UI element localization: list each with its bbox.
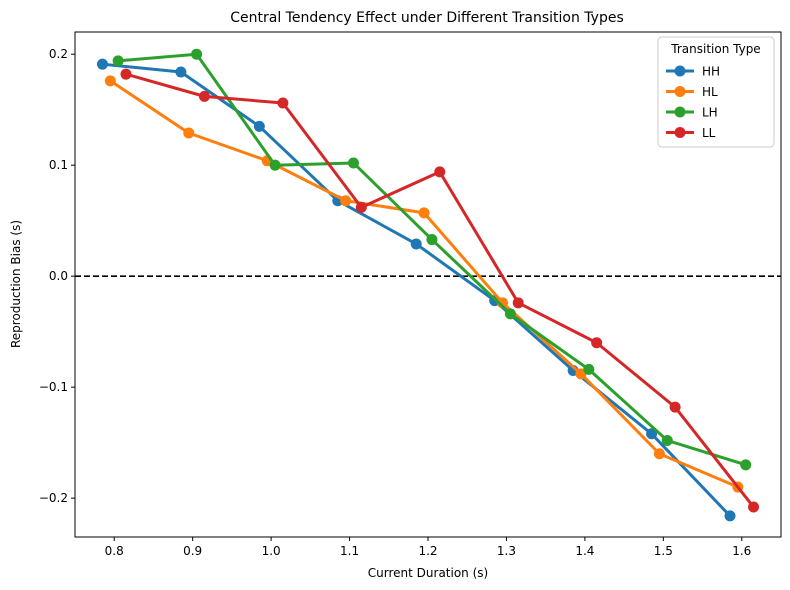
data-point-lh xyxy=(426,234,438,246)
x-tick-label: 0.8 xyxy=(105,544,124,558)
legend-item-lh: LH xyxy=(666,106,718,120)
legend-box xyxy=(657,36,775,148)
data-point-ll xyxy=(355,201,367,213)
legend-label-hh: HH xyxy=(702,65,720,79)
data-point-lh xyxy=(504,308,516,320)
chart-title: Central Tendency Effect under Different … xyxy=(230,10,624,26)
y-axis-label: Reproduction Bias (s) xyxy=(9,220,23,348)
data-point-ll xyxy=(277,97,289,109)
data-point-ll xyxy=(748,501,760,513)
data-point-ll xyxy=(512,297,524,309)
data-point-hh xyxy=(253,120,265,132)
data-point-hl xyxy=(340,195,352,207)
data-point-ll xyxy=(591,337,603,349)
data-point-lh xyxy=(112,55,124,67)
x-tick-label: 1.5 xyxy=(654,544,673,558)
series-lh xyxy=(112,48,752,471)
x-tick-label: 1.2 xyxy=(418,544,437,558)
data-point-ll xyxy=(669,401,681,413)
legend-marker-hh xyxy=(674,65,686,77)
data-point-hl xyxy=(653,448,665,460)
legend-label-hl: HL xyxy=(702,85,718,99)
y-tick-label: 0.1 xyxy=(49,158,68,172)
y-tick-label: 0.2 xyxy=(49,47,68,61)
data-point-hh xyxy=(410,238,422,250)
data-point-lh xyxy=(347,157,359,169)
data-point-lh xyxy=(269,159,281,171)
x-tick-label: 1.6 xyxy=(732,544,751,558)
y-axis-ticks: −0.2 −0.1 0.0 0.1 0.2 xyxy=(39,47,75,505)
y-tick-label: −0.1 xyxy=(39,380,68,394)
legend-item-ll: LL xyxy=(666,126,716,140)
x-tick-label: 0.9 xyxy=(183,544,202,558)
x-tick-label: 1.4 xyxy=(575,544,594,558)
data-point-lh xyxy=(661,434,673,446)
legend-item-hh: HH xyxy=(666,65,720,79)
x-axis-ticks: 0.8 0.9 1.0 1.1 1.2 1.3 1.4 1.5 1.6 xyxy=(105,537,751,558)
data-point-hh xyxy=(646,428,658,440)
data-point-ll xyxy=(434,166,446,178)
data-point-lh xyxy=(583,363,595,375)
data-point-lh xyxy=(740,459,752,471)
legend-title: Transition Type xyxy=(670,42,760,56)
data-point-ll xyxy=(120,68,132,80)
data-point-ll xyxy=(198,90,210,102)
y-tick-label: 0.0 xyxy=(49,269,68,283)
legend: Transition Type HH HL LH LL xyxy=(657,36,775,148)
data-point-hl xyxy=(104,75,116,87)
data-point-hl xyxy=(418,207,430,219)
plot-area xyxy=(75,48,781,522)
legend-marker-lh xyxy=(674,106,686,118)
data-point-lh xyxy=(191,48,203,60)
legend-label-ll: LL xyxy=(702,126,716,140)
data-point-hh xyxy=(96,58,108,70)
legend-item-hl: HL xyxy=(666,85,718,99)
legend-marker-hl xyxy=(674,86,686,97)
y-tick-label: −0.2 xyxy=(39,491,68,505)
data-point-hh xyxy=(724,510,736,522)
x-tick-label: 1.0 xyxy=(262,544,281,558)
legend-label-lh: LH xyxy=(702,106,718,120)
series-ll xyxy=(120,68,760,513)
x-axis-label: Current Duration (s) xyxy=(368,566,488,580)
legend-entries: HH HL LH LL xyxy=(666,65,720,140)
plot-frame xyxy=(74,31,782,538)
legend-marker-ll xyxy=(674,127,686,138)
data-point-hl xyxy=(183,127,195,139)
x-tick-label: 1.3 xyxy=(497,544,516,558)
x-tick-label: 1.1 xyxy=(340,544,359,558)
data-point-hh xyxy=(175,66,187,78)
